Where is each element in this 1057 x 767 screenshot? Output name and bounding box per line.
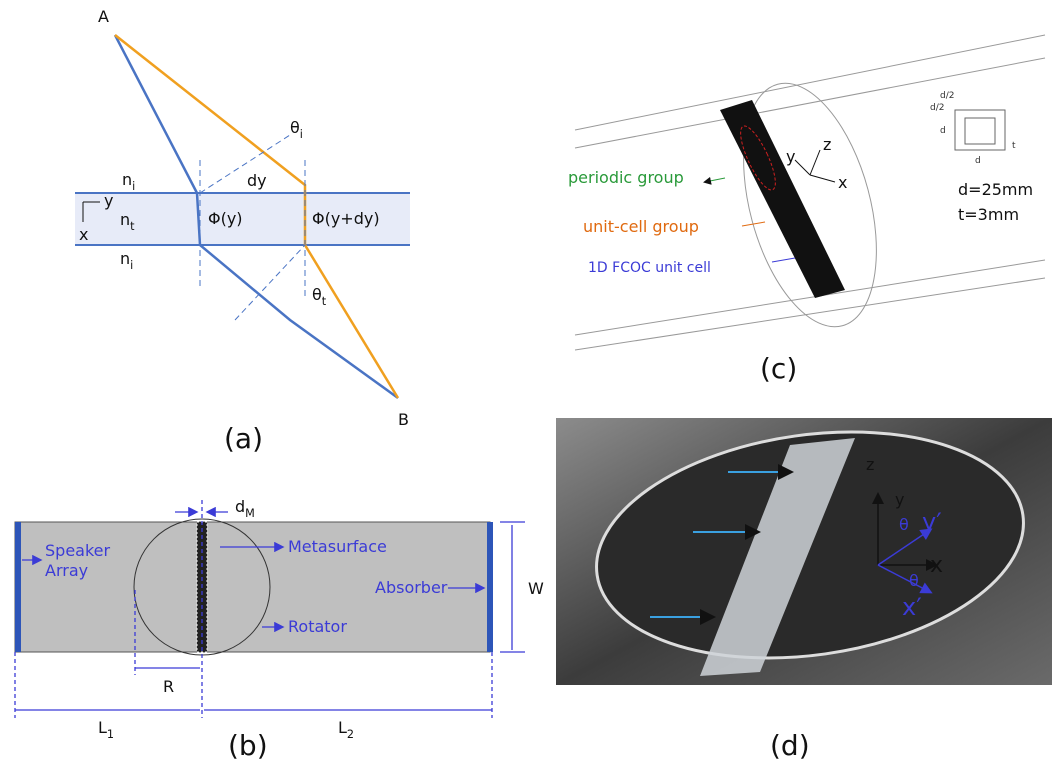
metasurface bbox=[720, 100, 845, 298]
index-label: ni bbox=[122, 170, 135, 193]
panel-label: (d) bbox=[770, 729, 810, 762]
length-label: L2 bbox=[338, 718, 354, 741]
unit-cell-group-label: unit-cell group bbox=[583, 217, 699, 236]
point-label: B bbox=[398, 410, 409, 429]
metasurface-label: Metasurface bbox=[288, 537, 387, 556]
inset-label: d bbox=[975, 156, 981, 166]
inset-label: d/2 bbox=[930, 103, 944, 113]
dimension: t=3mm bbox=[958, 205, 1019, 224]
arrow bbox=[705, 178, 725, 182]
axes bbox=[795, 150, 835, 182]
panel-label: (a) bbox=[224, 422, 263, 455]
speaker-label: Array bbox=[45, 561, 88, 580]
axis-label: z bbox=[823, 135, 831, 154]
axis-label: x bbox=[79, 225, 88, 244]
inset-cell bbox=[965, 118, 995, 144]
point-label: A bbox=[98, 7, 109, 26]
absorber-label: Absorber bbox=[375, 578, 448, 597]
inset-label: t bbox=[1012, 141, 1016, 151]
axis-label: y bbox=[104, 191, 113, 210]
axis-label: y bbox=[786, 147, 795, 166]
panel-label: (c) bbox=[760, 352, 797, 385]
length-label: L1 bbox=[98, 718, 114, 741]
axis-label: x bbox=[930, 553, 943, 578]
inset-label: d/2 bbox=[940, 91, 954, 101]
dy-label: dy bbox=[247, 171, 267, 190]
arrow bbox=[772, 258, 795, 262]
speaker-label: Speaker bbox=[45, 541, 111, 560]
inset-label: d bbox=[940, 126, 946, 136]
panel-label: (b) bbox=[228, 729, 268, 762]
panel-b: dM Speaker Array Metasurface Absorber Ro… bbox=[15, 497, 544, 762]
axis-label: y bbox=[895, 490, 904, 509]
radius-label: R bbox=[163, 677, 174, 696]
speaker-array bbox=[15, 522, 21, 652]
dimension: d=25mm bbox=[958, 180, 1033, 199]
phase-label: Φ(y) bbox=[208, 209, 243, 228]
panel-d: z y θ y′ x θ x′ (d) bbox=[556, 406, 1052, 762]
axis-label: z bbox=[866, 455, 874, 474]
angle-label: θ bbox=[899, 515, 909, 534]
thickness-label: dM bbox=[235, 497, 255, 520]
index-label: ni bbox=[120, 249, 133, 272]
panel-c: periodic group unit-cell group 1D FCOC u… bbox=[568, 35, 1045, 385]
axis-label: x bbox=[838, 173, 847, 192]
angle-label: θt bbox=[312, 285, 327, 308]
angle-label: θi bbox=[290, 118, 303, 141]
panel-a: A B y x ni nt ni dy θi θt Φ(y) Φ(y+dy) (… bbox=[75, 7, 410, 455]
rotator-label: Rotator bbox=[288, 617, 347, 636]
angle-label: θ bbox=[909, 571, 919, 590]
width-label: W bbox=[528, 579, 544, 598]
phase-label: Φ(y+dy) bbox=[312, 209, 380, 228]
periodic-label: periodic group bbox=[568, 168, 684, 187]
unit-cell-label: 1D FCOC unit cell bbox=[588, 260, 711, 276]
absorber bbox=[487, 522, 493, 652]
figure: A B y x ni nt ni dy θi θt Φ(y) Φ(y+dy) (… bbox=[0, 0, 1057, 767]
axis-label: y′ bbox=[922, 508, 942, 536]
axis-label: x′ bbox=[902, 593, 922, 621]
